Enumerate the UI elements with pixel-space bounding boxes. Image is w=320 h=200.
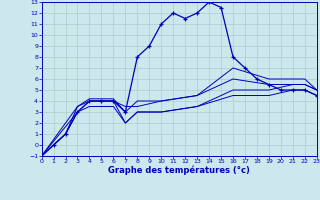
X-axis label: Graphe des températures (°c): Graphe des températures (°c) [108, 166, 250, 175]
